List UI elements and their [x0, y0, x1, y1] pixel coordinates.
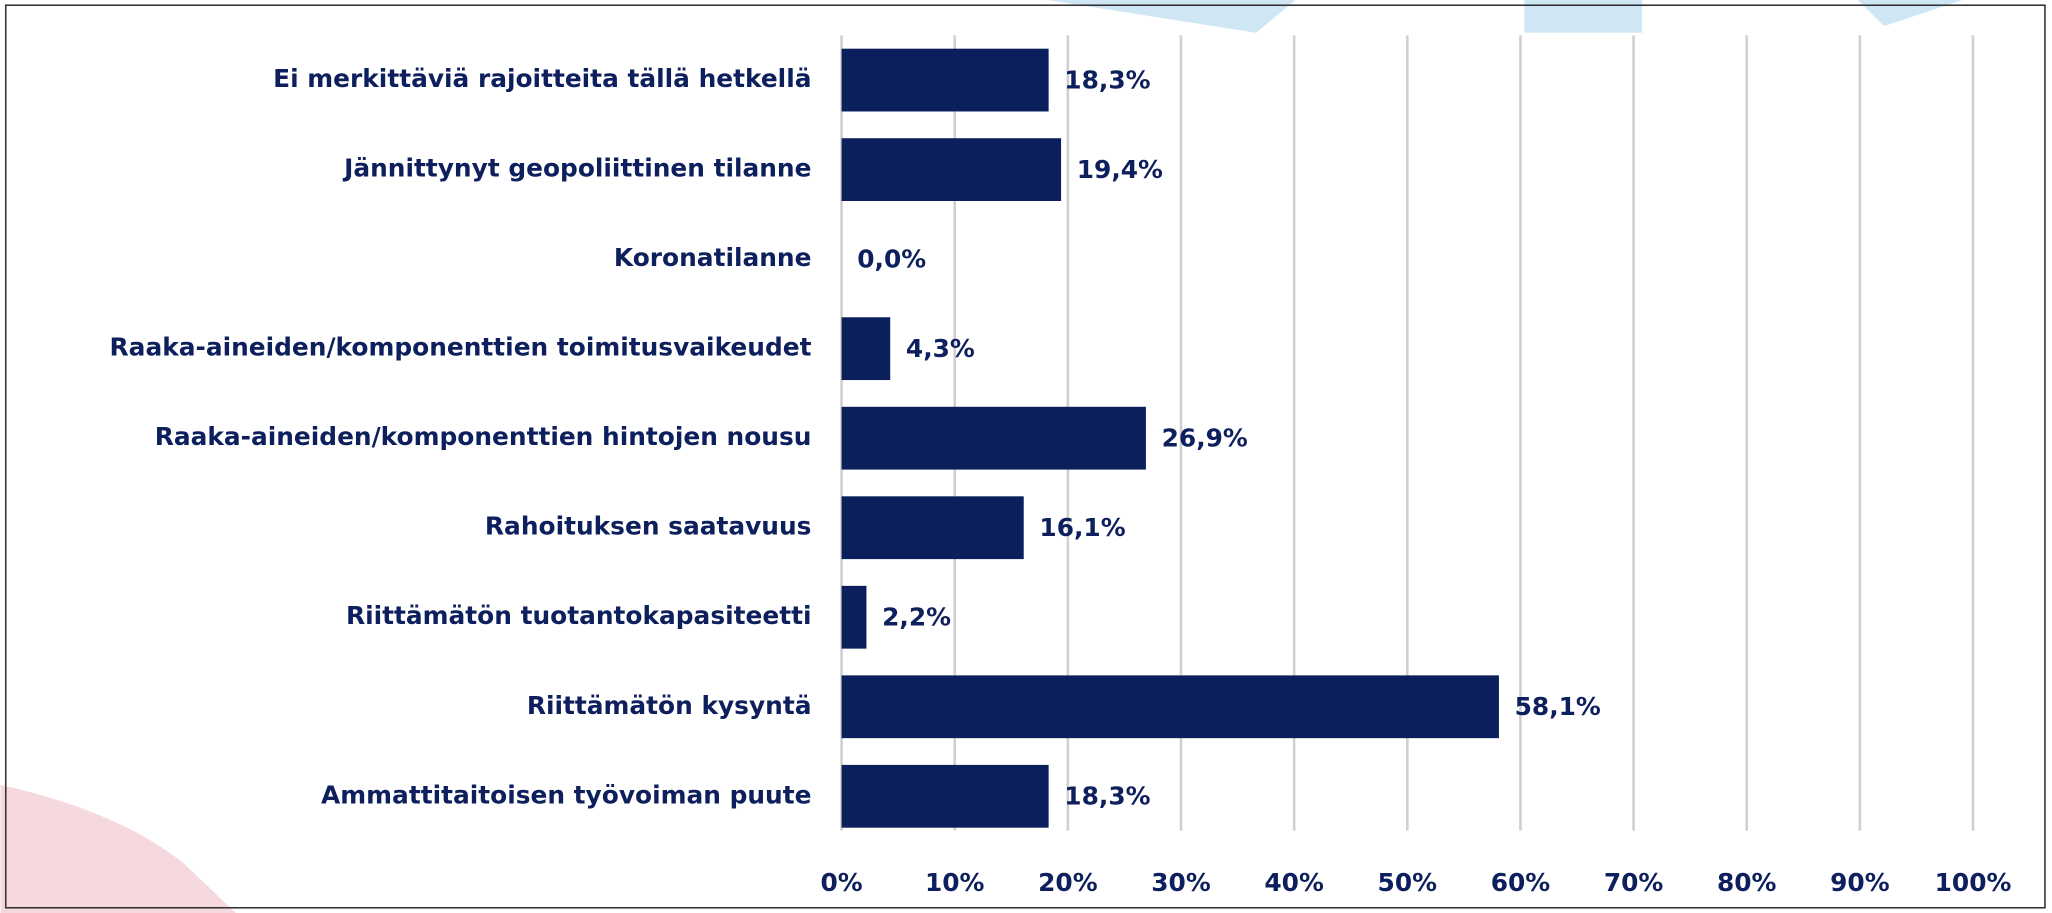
x-tick-label: 70%: [1604, 868, 1664, 897]
bar: [841, 585, 867, 649]
y-tick-label: Riittämätön kysyntä: [527, 691, 812, 720]
x-tick-label: 100%: [1935, 868, 2012, 897]
y-tick-label: Jännittynyt geopoliittinen tilanne: [342, 154, 811, 183]
x-tick-label: 10%: [925, 868, 985, 897]
bar: [841, 48, 1049, 112]
data-label: 18,3%: [1064, 65, 1150, 94]
bar: [841, 496, 1024, 560]
data-label: 2,2%: [882, 603, 951, 632]
x-tick-label: 0%: [820, 868, 862, 897]
y-tick-label: Ei merkittäviä rajoitteita tällä hetkell…: [273, 64, 811, 93]
x-tick-label: 80%: [1717, 868, 1777, 897]
bar: [841, 675, 1499, 739]
chart-border: [4, 4, 2046, 909]
x-tick-label: 90%: [1830, 868, 1890, 897]
background-decoration: [0, 0, 1963, 913]
y-tick-label: Koronatilanne: [614, 243, 812, 272]
data-label: 58,1%: [1515, 692, 1601, 721]
data-label: 4,3%: [906, 334, 975, 363]
y-tick-label: Rahoituksen saatavuus: [485, 512, 812, 541]
bar: [841, 406, 1146, 470]
y-tick-label: Raaka-aineiden/komponenttien toimitusvai…: [110, 333, 812, 362]
x-tick-label: 50%: [1378, 868, 1438, 897]
bar: [841, 764, 1049, 828]
data-label: 0,0%: [857, 244, 926, 273]
y-tick-label: Ammattitaitoisen työvoiman puute: [321, 780, 811, 809]
data-label: 18,3%: [1064, 782, 1150, 811]
y-tick-label: Raaka-aineiden/komponenttien hintojen no…: [155, 422, 812, 451]
x-tick-label: 30%: [1151, 868, 1211, 897]
x-tick-label: 40%: [1264, 868, 1324, 897]
bar: [841, 317, 891, 381]
bar: [841, 138, 1062, 201]
data-label: 16,1%: [1039, 513, 1125, 542]
data-label: 19,4%: [1077, 155, 1163, 184]
data-label: 26,9%: [1162, 423, 1248, 452]
x-tick-label: 60%: [1491, 868, 1551, 897]
y-tick-label: Riittämätön tuotantokapasiteetti: [346, 601, 812, 630]
x-tick-label: 20%: [1038, 868, 1098, 897]
